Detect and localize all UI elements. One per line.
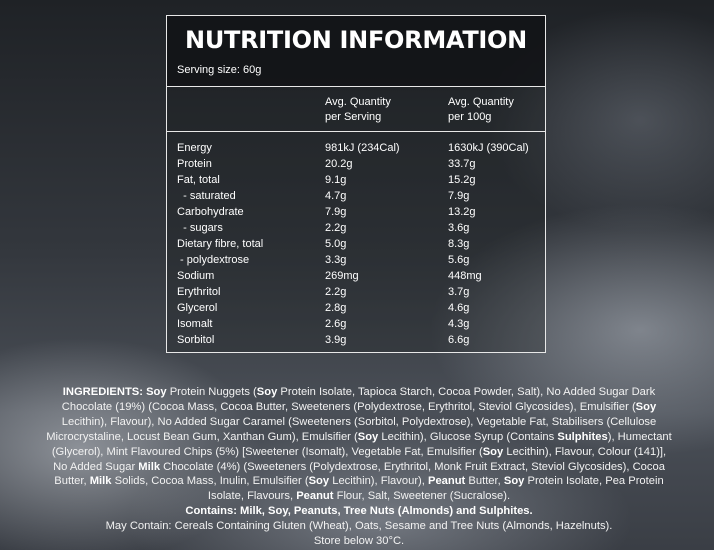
nutrient-name: Dietary fibre, total xyxy=(177,238,264,250)
nutrient-name: Isomalt xyxy=(177,318,213,330)
nutrient-name: - saturated xyxy=(177,190,236,202)
nutrient-value: 6.6g xyxy=(448,334,470,346)
nutrient-value: 3.3g xyxy=(325,254,347,266)
nutrient-value: 3.7g xyxy=(448,286,470,298)
allergen-highlight: Soy xyxy=(503,475,525,488)
ingredients: INGREDIENTS: Soy Protein Nuggets (Soy Pr… xyxy=(46,385,672,549)
column-header: Avg. Quantity per 100g xyxy=(448,96,514,123)
nutrient-value: 13.2g xyxy=(448,206,476,218)
allergen-highlight: Milk xyxy=(89,475,112,488)
nutrient-value: 7.9g xyxy=(448,190,470,202)
allergen-highlight: Soy xyxy=(308,475,330,488)
nutrient-name: Energy xyxy=(177,142,212,154)
nutrient-name: Carbohydrate xyxy=(177,206,244,218)
title: NUTRITION INFORMATION xyxy=(185,26,527,54)
ingredient-text: Protein Isolate, Tapioca Starch, Cocoa P… xyxy=(61,386,656,413)
nutrient-value: 2.2g xyxy=(325,286,347,298)
nutrient-value: 2.8g xyxy=(325,302,347,314)
ingredient-text: ), Humectant (Glycerol), Mint Flavoured … xyxy=(51,430,672,458)
serving-size: Serving size: 60g xyxy=(177,64,262,76)
nutrient-name: Sodium xyxy=(177,270,215,282)
nutrient-value: 4.6g xyxy=(448,302,470,314)
title-row: NUTRITION INFORMATION Serving size: 60g xyxy=(167,16,545,87)
nutrient-value: 269mg xyxy=(325,270,359,282)
nutrient-value: 448mg xyxy=(448,270,482,282)
ingredient-text: Solids, Cocoa Mass, Inulin, Emulsifier ( xyxy=(111,475,309,488)
nutrient-value: 2.6g xyxy=(325,318,347,330)
nutrient-value: 15.2g xyxy=(448,174,476,186)
allergen-highlight: INGREDIENTS: Soy xyxy=(62,386,167,398)
nutrient-value: 1630kJ (390Cal) xyxy=(448,142,529,154)
nutrient-value: 5.6g xyxy=(448,254,470,266)
allergen-highlight: Soy xyxy=(357,430,379,443)
ingredient-list: INGREDIENTS: Soy Protein Nuggets (Soy Pr… xyxy=(46,385,672,504)
nutrition-panel: NUTRITION INFORMATION Serving size: 60g … xyxy=(166,15,546,353)
nutrient-value: 4.3g xyxy=(448,318,470,330)
nutrient-value: 4.7g xyxy=(325,190,347,202)
nutrient-name: - sugars xyxy=(177,222,223,234)
allergen-highlight: Soy xyxy=(256,386,278,398)
allergen-highlight: Soy xyxy=(482,445,504,458)
ingredient-text: Protein Isolate, Pea Protein Isolate, Fl… xyxy=(207,475,664,503)
header-row: Avg. Quantity per Serving Avg. Quantity … xyxy=(167,86,545,132)
ingredient-text: Flour, Salt, Sweetener (Sucralose). xyxy=(333,490,511,503)
nutrient-name: Glycerol xyxy=(177,302,218,314)
nutrient-value: 9.1g xyxy=(325,174,347,186)
may-contain: May Contain: Cereals Containing Gluten (… xyxy=(105,520,613,533)
nutrient-name: Erythritol xyxy=(177,286,221,298)
ingredient-text: Lecithin), Glucose Syrup (Contains xyxy=(378,430,558,443)
nutrient-value: 20.2g xyxy=(325,158,353,170)
nutrient-value: 5.0g xyxy=(325,238,347,250)
nutrient-name: Fat, total xyxy=(177,174,220,186)
allergen-highlight: Peanut xyxy=(296,490,334,503)
nutrient-value: 2.2g xyxy=(325,222,347,234)
ingredient-text: Butter, xyxy=(465,475,504,488)
nutrient-value: 33.7g xyxy=(448,158,476,170)
nutrient-value: 981kJ (234Cal) xyxy=(325,142,400,154)
allergen-highlight: Sulphites xyxy=(557,430,608,443)
ingredient-text: Chocolate (4%) (Sweeteners (Polydextrose… xyxy=(54,460,665,488)
nutrient-value: 3.6g xyxy=(448,222,470,234)
ingredient-text: Lecithin), Flavour), No Added Sugar Cara… xyxy=(46,415,657,443)
nutrient-value: 8.3g xyxy=(448,238,470,250)
ingredient-text: Protein Nuggets ( xyxy=(166,386,257,398)
nutrient-value: 7.9g xyxy=(325,206,347,218)
allergen-highlight: Peanut xyxy=(427,475,466,488)
allergen-highlight: Milk xyxy=(138,460,161,473)
nutrient-name: - polydextrose xyxy=(177,254,250,266)
column-header: Avg. Quantity per Serving xyxy=(325,96,391,123)
nutrient-name: Protein xyxy=(177,158,212,170)
allergen-statement: Contains: Milk, Soy, Peanuts, Tree Nuts … xyxy=(185,505,533,518)
ingredient-text: Lecithin), Flavour, Colour (141)], No Ad… xyxy=(53,445,667,473)
storage: Store below 30°C. xyxy=(313,535,405,548)
allergen-highlight: Soy xyxy=(635,400,657,413)
nutrient-value: 3.9g xyxy=(325,334,347,346)
nutrient-name: Sorbitol xyxy=(177,334,215,346)
ingredient-text: Lecithin), Flavour), xyxy=(329,475,428,488)
